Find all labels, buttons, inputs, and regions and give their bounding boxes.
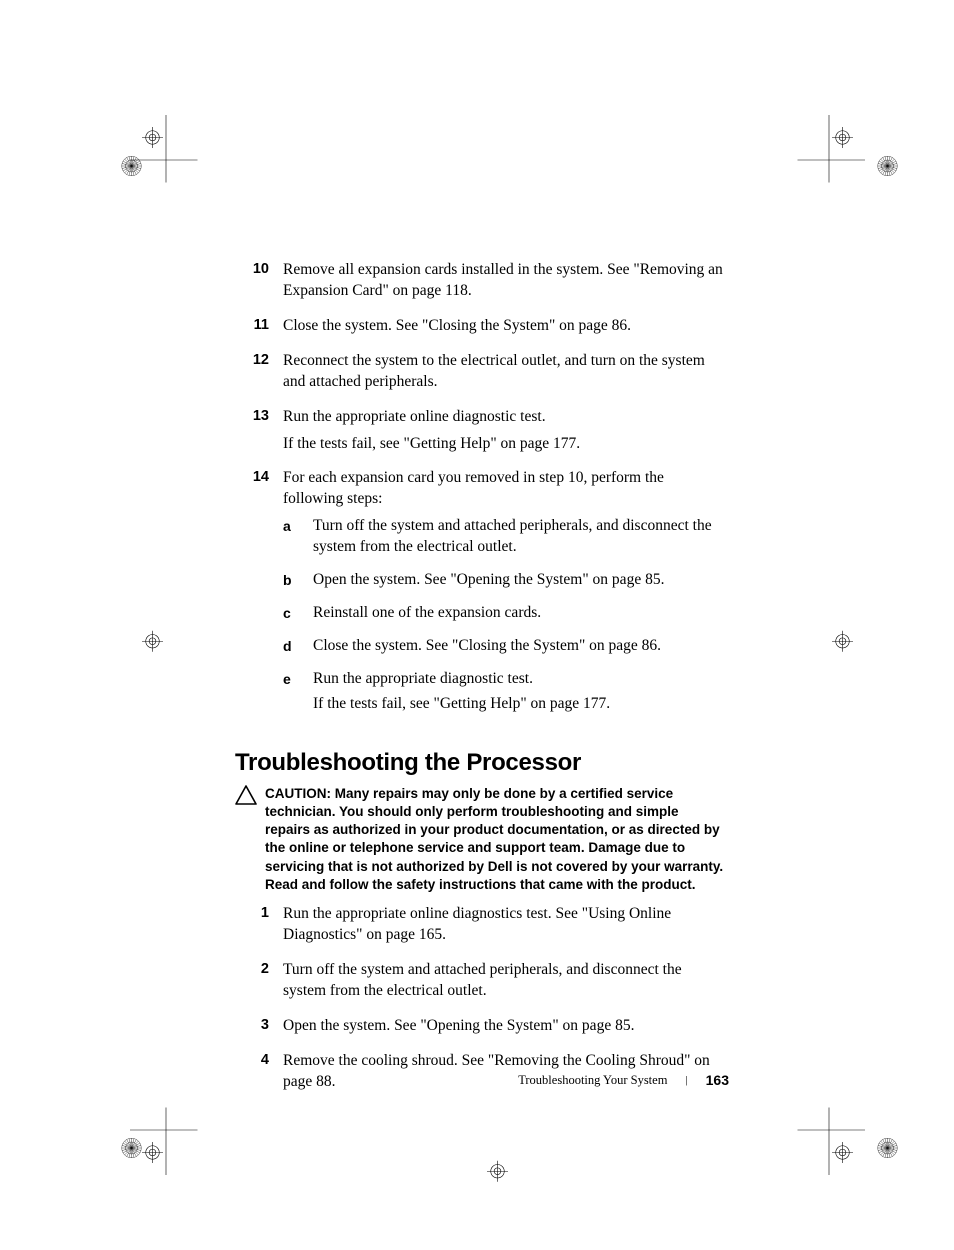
sub-list-item: bOpen the system. See "Opening the Syste… [283, 570, 725, 595]
list-item-number: 1 [235, 904, 283, 921]
numbered-list-1: 10Remove all expansion cards installed i… [235, 260, 725, 727]
sub-list-letter: c [283, 603, 313, 623]
list-item-number: 14 [235, 468, 283, 485]
list-item-body: For each expansion card you removed in s… [283, 468, 725, 726]
list-item-text: For each expansion card you removed in s… [283, 468, 725, 510]
sub-list-body: Turn off the system and attached periphe… [313, 516, 725, 562]
sub-list-text: If the tests fail, see "Getting Help" on… [313, 694, 725, 715]
section-heading: Troubleshooting the Processor [235, 749, 725, 777]
list-item-text: Run the appropriate online diagnostic te… [283, 407, 725, 428]
footer-chapter: Troubleshooting Your System [518, 1073, 667, 1088]
sub-list-letter: b [283, 570, 313, 590]
list-item-body: Run the appropriate online diagnostic te… [283, 407, 725, 461]
list-item-body: Reconnect the system to the electrical o… [283, 351, 725, 399]
list-item-body: Run the appropriate online diagnostics t… [283, 904, 725, 952]
list-item-number: 2 [235, 960, 283, 977]
sub-list-text: Run the appropriate diagnostic test. [313, 669, 725, 690]
list-item-text: Run the appropriate online diagnostics t… [283, 904, 725, 946]
list-item: 11Close the system. See "Closing the Sys… [235, 316, 725, 343]
list-item-text: Remove all expansion cards installed in … [283, 260, 725, 302]
footer-separator: | [685, 1074, 687, 1086]
sub-list-text: Open the system. See "Opening the System… [313, 570, 725, 591]
list-item-text: Close the system. See "Closing the Syste… [283, 316, 725, 337]
sub-list-item: eRun the appropriate diagnostic test. If … [283, 669, 725, 719]
footer-page-number: 163 [706, 1072, 729, 1088]
sub-list: aTurn off the system and attached periph… [283, 516, 725, 718]
list-item: 2Turn off the system and attached periph… [235, 960, 725, 1008]
registration-mark-icon [790, 1100, 910, 1220]
list-item-number: 13 [235, 407, 283, 424]
list-item: 13Run the appropriate online diagnostic … [235, 407, 725, 461]
sub-list-body: Reinstall one of the expansion cards. [313, 603, 725, 628]
sub-list-letter: a [283, 516, 313, 536]
list-item-number: 4 [235, 1051, 283, 1068]
registration-mark-icon [790, 600, 910, 720]
caution-block: CAUTION: Many repairs may only be done b… [235, 785, 725, 894]
registration-mark-icon [445, 1130, 565, 1250]
sub-list-body: Close the system. See "Closing the Syste… [313, 636, 725, 661]
sub-list-item: cReinstall one of the expansion cards. [283, 603, 725, 628]
list-item-number: 10 [235, 260, 283, 277]
list-item: 10Remove all expansion cards installed i… [235, 260, 725, 308]
list-item: 12Reconnect the system to the electrical… [235, 351, 725, 399]
list-item: 1Run the appropriate online diagnostics … [235, 904, 725, 952]
sub-list-text: Close the system. See "Closing the Syste… [313, 636, 725, 657]
caution-icon [235, 785, 265, 810]
list-item-body: Open the system. See "Opening the System… [283, 1016, 725, 1043]
list-item-number: 3 [235, 1016, 283, 1033]
list-item-body: Turn off the system and attached periphe… [283, 960, 725, 1008]
caution-label: CAUTION: [265, 786, 331, 801]
sub-list-letter: e [283, 669, 313, 689]
sub-list-body: Open the system. See "Opening the System… [313, 570, 725, 595]
registration-mark-icon [100, 85, 220, 205]
caution-body: Many repairs may only be done by a certi… [265, 786, 723, 892]
list-item-number: 11 [235, 316, 283, 333]
sub-list-body: Run the appropriate diagnostic test. If t… [313, 669, 725, 719]
sub-list-text: Turn off the system and attached periphe… [313, 516, 725, 558]
list-item-text: If the tests fail, see "Getting Help" on… [283, 434, 725, 455]
registration-mark-icon [790, 85, 910, 205]
list-item-text: Reconnect the system to the electrical o… [283, 351, 725, 393]
sub-list-item: dClose the system. See "Closing the Syst… [283, 636, 725, 661]
list-item-text: Open the system. See "Opening the System… [283, 1016, 725, 1037]
list-item-number: 12 [235, 351, 283, 368]
list-item-body: Close the system. See "Closing the Syste… [283, 316, 725, 343]
list-item: 14For each expansion card you removed in… [235, 468, 725, 726]
caution-text: CAUTION: Many repairs may only be done b… [265, 785, 725, 894]
sub-list-text: Reinstall one of the expansion cards. [313, 603, 725, 624]
page-footer: Troubleshooting Your System | 163 [518, 1072, 729, 1088]
sub-list-letter: d [283, 636, 313, 656]
sub-list-item: aTurn off the system and attached periph… [283, 516, 725, 562]
registration-mark-icon [100, 1100, 220, 1220]
list-item: 3Open the system. See "Opening the Syste… [235, 1016, 725, 1043]
list-item-text: Turn off the system and attached periphe… [283, 960, 725, 1002]
list-item-body: Remove all expansion cards installed in … [283, 260, 725, 308]
numbered-list-2: 1Run the appropriate online diagnostics … [235, 904, 725, 1098]
page-content: 10Remove all expansion cards installed i… [235, 260, 725, 1107]
registration-mark-icon [100, 600, 220, 720]
